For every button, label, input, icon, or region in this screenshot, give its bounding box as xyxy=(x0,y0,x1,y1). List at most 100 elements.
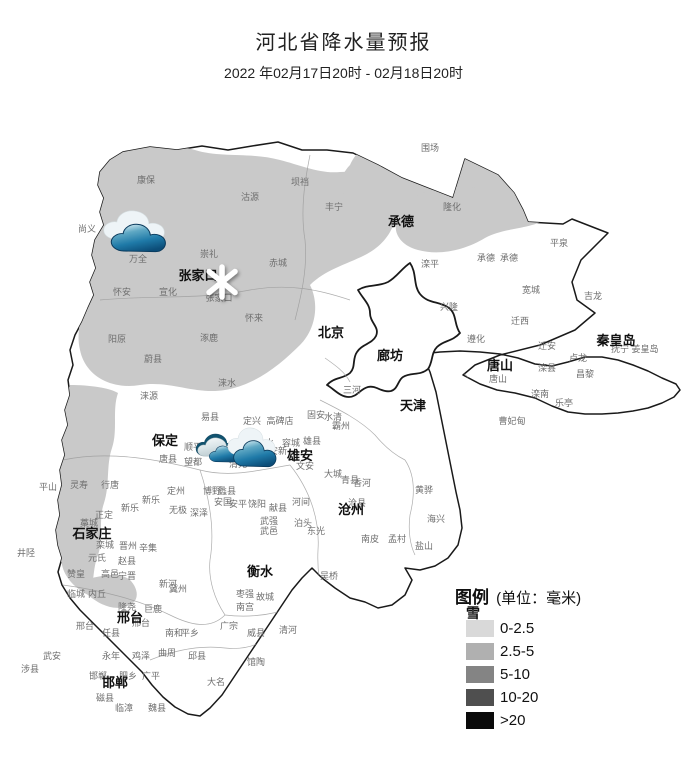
svg-text:定州: 定州 xyxy=(167,485,185,496)
svg-text:平泉: 平泉 xyxy=(550,237,568,248)
svg-text:雄县: 雄县 xyxy=(303,435,321,446)
svg-text:高邑: 高邑 xyxy=(101,568,119,579)
svg-text:易县: 易县 xyxy=(201,412,219,422)
svg-text:围场: 围场 xyxy=(421,143,439,153)
svg-text:卢龙: 卢龙 xyxy=(569,352,587,363)
svg-text:青县: 青县 xyxy=(341,474,359,485)
svg-text:磁县: 磁县 xyxy=(96,692,114,703)
svg-text:迁安: 迁安 xyxy=(538,340,556,351)
svg-text:赵县: 赵县 xyxy=(118,555,136,566)
svg-text:故城: 故城 xyxy=(256,591,274,602)
svg-text:行唐: 行唐 xyxy=(101,479,119,490)
svg-text:衡水: 衡水 xyxy=(247,564,274,579)
svg-text:高碑店: 高碑店 xyxy=(266,415,293,426)
svg-text:姜皇岛: 姜皇岛 xyxy=(631,343,658,354)
svg-text:崇礼: 崇礼 xyxy=(200,248,218,259)
svg-text:馆陶: 馆陶 xyxy=(247,656,265,667)
svg-text:定兴: 定兴 xyxy=(243,415,261,426)
svg-text:0-2.5: 0-2.5 xyxy=(500,620,534,637)
svg-text:沽源: 沽源 xyxy=(241,191,259,202)
svg-text:2.5-5: 2.5-5 xyxy=(500,643,534,660)
svg-text:唐山: 唐山 xyxy=(489,373,507,384)
svg-text:灵寿: 灵寿 xyxy=(70,479,88,490)
svg-text:大名: 大名 xyxy=(207,676,225,687)
svg-text:安平: 安平 xyxy=(229,498,247,509)
svg-text:康保: 康保 xyxy=(137,174,155,185)
svg-text:天津: 天津 xyxy=(400,398,426,413)
svg-text:冀州: 冀州 xyxy=(169,583,187,594)
svg-text:广平: 广平 xyxy=(142,670,160,681)
svg-text:邢台: 邢台 xyxy=(76,620,94,631)
svg-text:赤城: 赤城 xyxy=(269,258,287,268)
svg-text:隆化: 隆化 xyxy=(443,201,461,212)
svg-text:孟村: 孟村 xyxy=(388,533,406,544)
svg-text:怀安: 怀安 xyxy=(113,286,131,297)
svg-text:雄安: 雄安 xyxy=(286,448,313,463)
svg-text:吉龙: 吉龙 xyxy=(584,290,602,301)
svg-text:平乡: 平乡 xyxy=(181,628,199,638)
svg-text:南皮: 南皮 xyxy=(361,533,379,544)
svg-text:饶阳: 饶阳 xyxy=(248,498,266,509)
svg-text:怀来: 怀来 xyxy=(245,312,263,323)
svg-text:邱县: 邱县 xyxy=(188,651,206,661)
svg-text:丰宁: 丰宁 xyxy=(325,201,343,212)
svg-text:巨鹿: 巨鹿 xyxy=(144,603,162,614)
svg-text:赞皇: 赞皇 xyxy=(67,568,85,579)
svg-text:邯郸: 邯郸 xyxy=(102,675,128,690)
svg-text:宁晋: 宁晋 xyxy=(118,570,136,581)
svg-text:唐山: 唐山 xyxy=(487,358,513,373)
svg-text:三河: 三河 xyxy=(343,384,361,395)
svg-text:滦南: 滦南 xyxy=(531,388,549,399)
svg-text:曲周: 曲周 xyxy=(158,648,176,658)
svg-text:内丘: 内丘 xyxy=(88,588,106,599)
svg-text:雪: 雪 xyxy=(466,605,480,621)
svg-text:兴隆: 兴隆 xyxy=(440,301,458,312)
svg-text:10-20: 10-20 xyxy=(500,689,538,706)
svg-text:望都: 望都 xyxy=(184,456,202,467)
svg-text:遵化: 遵化 xyxy=(467,333,485,344)
svg-text:阳原: 阳原 xyxy=(108,334,126,344)
svg-text:南宫: 南宫 xyxy=(236,601,254,612)
svg-text:5-10: 5-10 xyxy=(500,666,530,683)
svg-text:承德: 承德 xyxy=(477,252,495,263)
svg-text:魏县: 魏县 xyxy=(148,702,166,713)
svg-text:昌黎: 昌黎 xyxy=(576,368,594,379)
svg-text:晋州: 晋州 xyxy=(119,541,137,551)
svg-text:武安: 武安 xyxy=(43,650,61,661)
svg-text:曹妃甸: 曹妃甸 xyxy=(498,415,525,426)
svg-text:承德: 承德 xyxy=(388,214,414,229)
svg-text:唐县: 唐县 xyxy=(159,453,177,464)
svg-text:武强: 武强 xyxy=(260,515,278,526)
svg-text:东光: 东光 xyxy=(307,525,325,536)
svg-text:蠡县: 蠡县 xyxy=(218,485,236,496)
svg-text:蔚县: 蔚县 xyxy=(144,353,162,364)
svg-text:大城: 大城 xyxy=(324,468,342,479)
svg-text:武邑: 武邑 xyxy=(260,525,278,536)
svg-text:辛集: 辛集 xyxy=(139,542,157,553)
svg-text:永年: 永年 xyxy=(102,650,120,661)
svg-text:元氏: 元氏 xyxy=(88,553,106,563)
svg-text:万全: 万全 xyxy=(129,253,147,264)
svg-text:临城: 临城 xyxy=(67,588,85,599)
svg-text:平山: 平山 xyxy=(39,482,57,492)
svg-text:沧州: 沧州 xyxy=(338,502,364,517)
svg-text:承德: 承德 xyxy=(500,252,518,263)
svg-text:鸡泽: 鸡泽 xyxy=(132,650,150,661)
svg-text:枣强: 枣强 xyxy=(236,589,254,599)
svg-text:宣化: 宣化 xyxy=(159,286,177,297)
svg-text:广宗: 广宗 xyxy=(220,620,238,631)
svg-text:滦县: 滦县 xyxy=(538,362,556,373)
svg-text:新乐: 新乐 xyxy=(142,494,160,505)
svg-text:临漳: 临漳 xyxy=(115,702,133,713)
svg-text:盐山: 盐山 xyxy=(415,540,433,551)
svg-text:威县: 威县 xyxy=(247,627,265,638)
svg-text:迁西: 迁西 xyxy=(511,316,529,326)
svg-text:深泽: 深泽 xyxy=(190,508,208,518)
svg-text:涿鹿: 涿鹿 xyxy=(200,332,218,343)
svg-text:霸州: 霸州 xyxy=(332,421,350,431)
svg-text:献县: 献县 xyxy=(269,502,287,513)
svg-text:海兴: 海兴 xyxy=(427,513,445,524)
svg-text:涉县: 涉县 xyxy=(21,663,39,674)
svg-text:>20: >20 xyxy=(500,712,525,729)
svg-text:邢台: 邢台 xyxy=(117,610,143,625)
